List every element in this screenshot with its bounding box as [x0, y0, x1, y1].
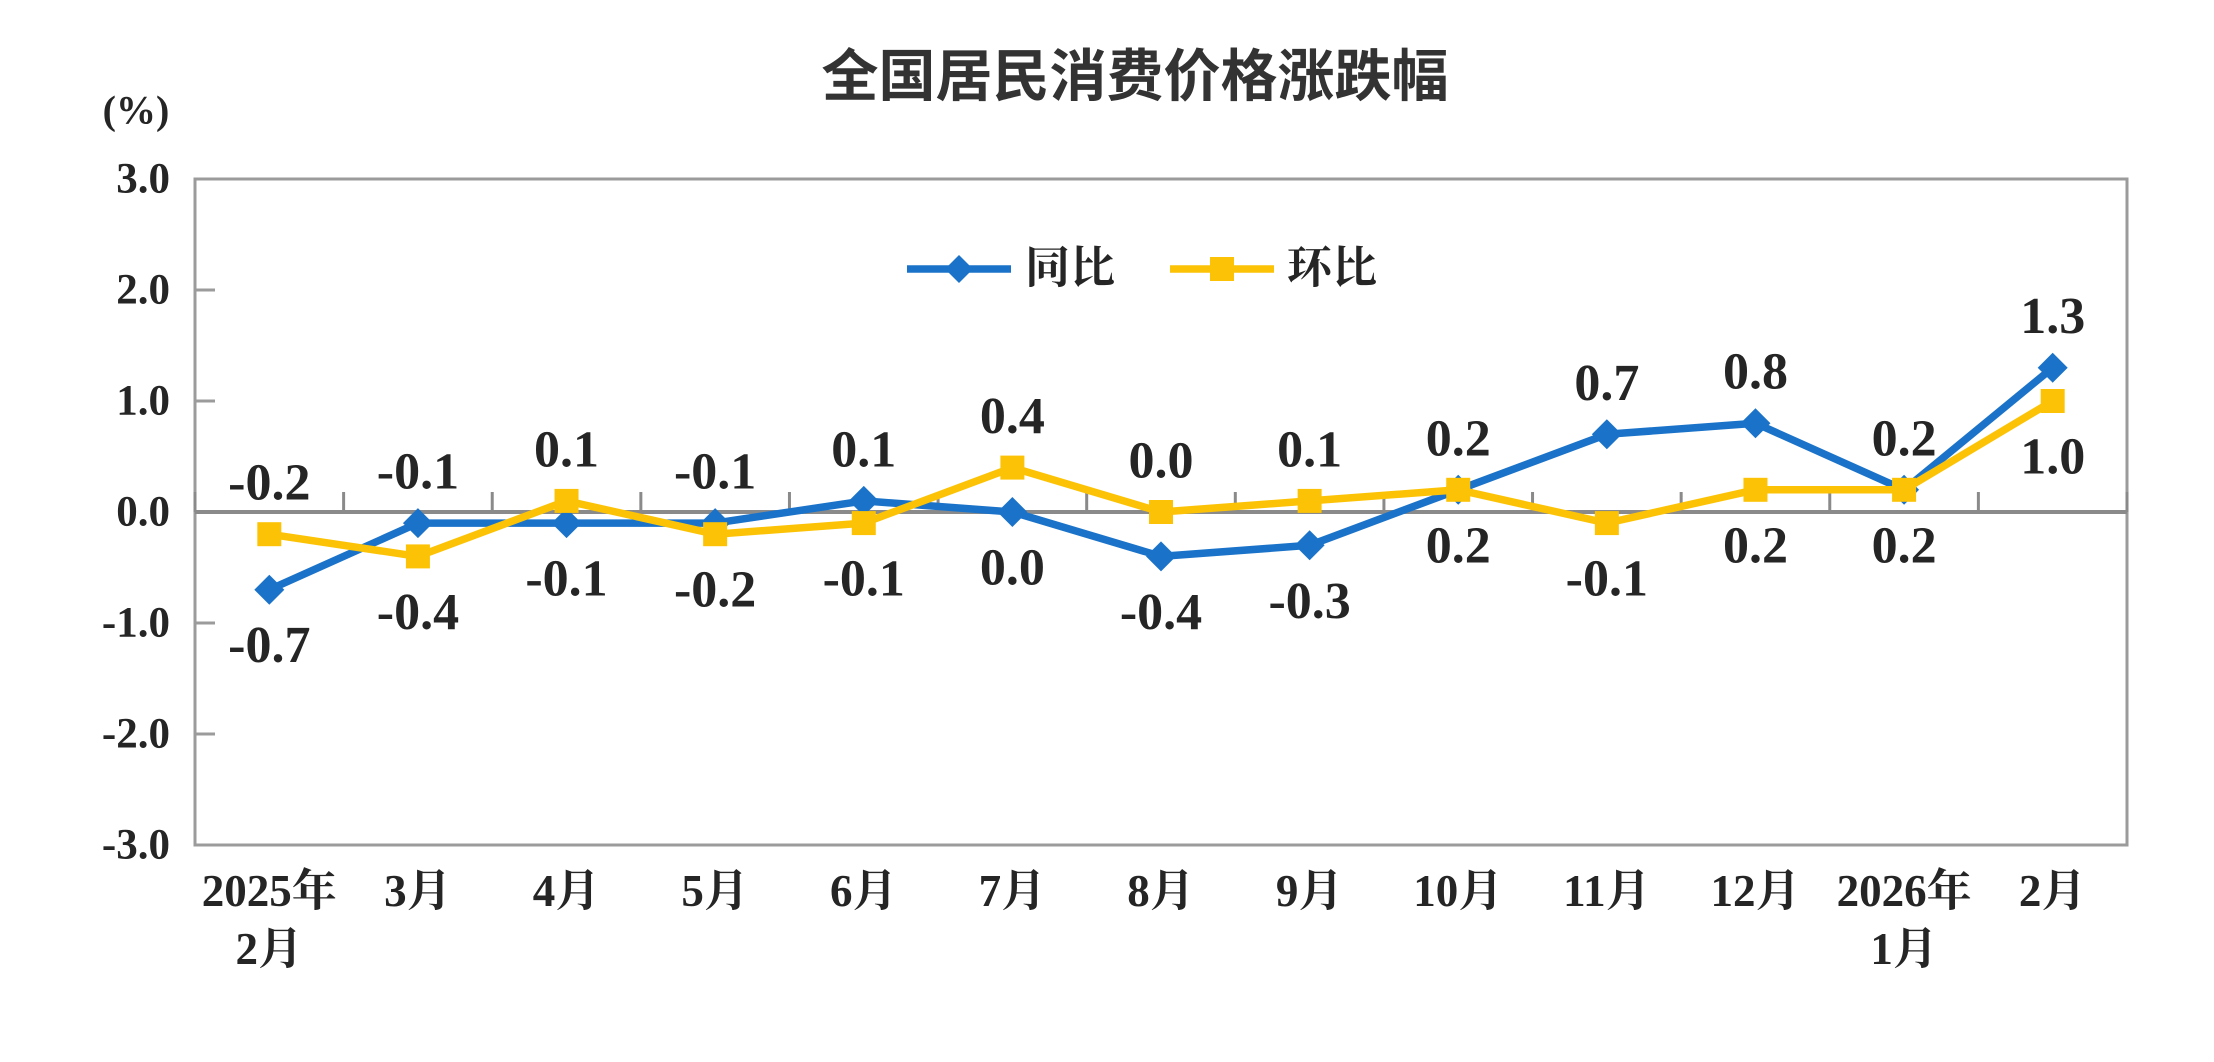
- x-axis-tick-label: 3月: [384, 866, 452, 916]
- yoy-marker: [997, 497, 1028, 527]
- mom-marker: [1297, 488, 1322, 513]
- mom-data-label: 0.2: [1426, 517, 1491, 574]
- x-axis-tick-label: 10月: [1413, 866, 1503, 916]
- x-axis-tick-label: 1月: [1870, 924, 1938, 974]
- legend-label-yoy: 同比: [1025, 243, 1115, 293]
- mom-marker: [405, 544, 430, 569]
- x-axis-tick-label: 6月: [830, 866, 898, 916]
- mom-marker: [554, 488, 579, 513]
- mom-marker: [1000, 455, 1025, 480]
- mom-data-label: -0.2: [674, 562, 756, 619]
- mom-marker: [1446, 477, 1471, 502]
- x-axis-tick-label: 2月: [2019, 866, 2087, 916]
- yoy-data-label: 1.3: [2020, 288, 2085, 345]
- mom-data-label: 0.2: [1723, 517, 1788, 574]
- yoy-data-label: -0.7: [228, 617, 310, 674]
- legend-swatch-marker-yoy: [945, 255, 973, 283]
- mom-data-label: -0.1: [823, 551, 905, 608]
- x-axis-tick-label: 2月: [236, 924, 304, 974]
- yoy-marker: [1740, 408, 1771, 439]
- mom-data-label: 1.0: [2020, 429, 2085, 486]
- unit-label: (%): [103, 88, 170, 133]
- x-axis-tick-label: 4月: [533, 866, 601, 916]
- x-axis-tick-label: 5月: [681, 866, 749, 916]
- mom-marker: [1892, 477, 1917, 502]
- yoy-marker: [1294, 530, 1325, 561]
- chart-title: 全国居民消费价格涨跌幅: [822, 31, 1449, 113]
- mom-data-label: 0.1: [534, 421, 599, 478]
- legend-label-mom: 环比: [1287, 243, 1377, 293]
- yoy-data-label: -0.1: [674, 444, 756, 501]
- yoy-data-label: 0.0: [980, 540, 1045, 597]
- mom-data-label: 0.0: [1129, 433, 1194, 490]
- y-axis-tick-label: -3.0: [102, 822, 170, 869]
- x-axis-tick-label: 2025年: [202, 866, 337, 916]
- yoy-marker: [254, 574, 285, 605]
- mom-marker: [1743, 477, 1768, 502]
- yoy-data-label: -0.4: [1120, 584, 1202, 641]
- yoy-marker: [1146, 541, 1176, 572]
- mom-data-label: -0.4: [377, 584, 459, 641]
- mom-data-label: -0.1: [1566, 551, 1648, 608]
- yoy-marker: [848, 485, 879, 516]
- y-axis-tick-label: -1.0: [102, 600, 170, 647]
- yoy-data-label: -0.1: [525, 551, 607, 608]
- mom-marker: [1149, 500, 1173, 524]
- mom-data-label: -0.2: [228, 455, 310, 512]
- y-axis-tick-label: 1.0: [116, 378, 170, 425]
- yoy-data-label: 0.2: [1872, 410, 1937, 467]
- mom-marker: [851, 511, 876, 536]
- x-axis-tick-label: 9月: [1276, 866, 1344, 916]
- yoy-data-label: -0.1: [377, 444, 459, 501]
- x-axis-tick-label: 8月: [1127, 866, 1195, 916]
- yoy-marker: [402, 508, 433, 539]
- mom-marker: [2040, 389, 2065, 413]
- yoy-data-label: -0.3: [1268, 573, 1350, 630]
- yoy-data-label: 0.1: [831, 421, 896, 478]
- yoy-marker: [551, 508, 582, 539]
- yoy-marker: [2037, 352, 2068, 383]
- mom-marker: [257, 522, 282, 547]
- mom-data-label: 0.4: [980, 388, 1045, 445]
- y-axis-tick-label: 3.0: [116, 156, 170, 203]
- yoy-data-label: 0.8: [1723, 344, 1788, 401]
- x-axis-tick-label: 12月: [1710, 866, 1800, 916]
- yoy-marker: [1591, 419, 1622, 450]
- y-axis-tick-label: 2.0: [116, 267, 170, 314]
- y-axis-tick-label: 0.0: [116, 489, 170, 536]
- yoy-data-label: 0.7: [1574, 355, 1639, 412]
- mom-marker: [1594, 511, 1619, 536]
- y-axis-tick-label: -2.0: [102, 711, 170, 758]
- x-axis-tick-label: 11月: [1563, 866, 1651, 916]
- x-axis-tick-label: 2026年: [1837, 866, 1972, 916]
- mom-marker: [703, 522, 728, 547]
- yoy-data-label: 0.2: [1426, 410, 1491, 467]
- x-axis-tick-label: 7月: [979, 866, 1047, 916]
- mom-data-label: 0.2: [1872, 517, 1937, 574]
- legend-swatch-marker-mom: [1210, 257, 1234, 281]
- mom-data-label: 0.1: [1277, 421, 1342, 478]
